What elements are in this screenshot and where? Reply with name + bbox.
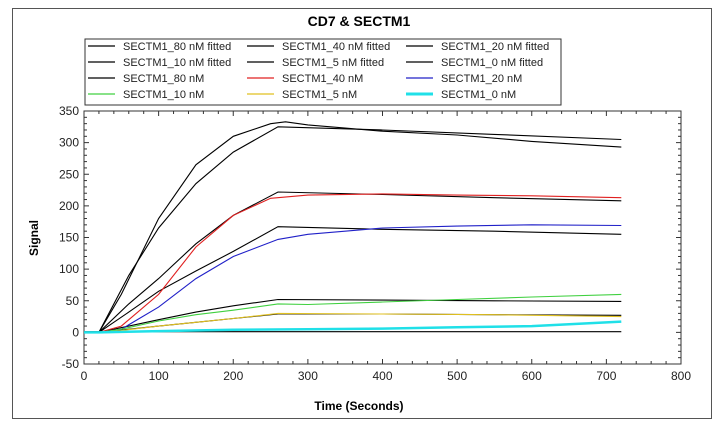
x-tick-label: 300 xyxy=(298,369,318,383)
series-line xyxy=(84,224,622,333)
legend-label: SECTM1_5 nM fitted xyxy=(282,57,384,69)
legend-label: SECTM1_10 nM xyxy=(123,89,204,101)
series-line xyxy=(84,126,622,333)
x-tick-label: 400 xyxy=(372,369,392,383)
y-tick-label: 350 xyxy=(59,104,79,118)
x-tick-label: 100 xyxy=(149,369,169,383)
y-tick-label: 300 xyxy=(59,136,79,150)
chart-title: CD7 & SECTM1 xyxy=(308,13,411,29)
legend-label: SECTM1_20 nM xyxy=(441,73,522,85)
y-tick-label: 250 xyxy=(59,167,79,181)
series-line xyxy=(84,226,622,333)
legend-label: SECTM1_10 nM fitted xyxy=(123,57,231,69)
plot-area-border xyxy=(83,110,682,365)
series-line xyxy=(84,320,622,334)
series-line xyxy=(84,191,622,333)
legend-label: SECTM1_5 nM xyxy=(282,89,357,101)
y-tick-label: 0 xyxy=(72,325,79,339)
x-tick-label: 700 xyxy=(596,369,616,383)
y-tick-label: 200 xyxy=(59,199,79,213)
legend-label: SECTM1_0 nM fitted xyxy=(441,57,543,69)
series-line xyxy=(84,193,622,333)
legend-label: SECTM1_0 nM xyxy=(441,89,516,101)
y-tick-label: 50 xyxy=(66,294,80,308)
series-line xyxy=(84,293,622,333)
x-tick-label: 600 xyxy=(522,369,542,383)
y-axis-label: Signal xyxy=(27,220,41,256)
legend-label: SECTM1_20 nM fitted xyxy=(441,41,549,53)
y-tick-label: -50 xyxy=(62,357,80,371)
chart-frame xyxy=(12,8,712,419)
y-tick-label: 150 xyxy=(59,231,79,245)
axes: 0 100 200 300 400 500 600 700 800-50050100150200… xyxy=(59,104,691,383)
x-tick-label: 0 xyxy=(81,369,88,383)
legend-box xyxy=(84,38,562,106)
legend-label: SECTM1_80 nM xyxy=(123,73,204,85)
x-tick-label: 800 xyxy=(671,369,691,383)
legend-label: SECTM1_80 nM fitted xyxy=(123,41,231,53)
x-axis-label: Time (Seconds) xyxy=(314,399,403,413)
x-tick-label: 500 xyxy=(447,369,467,383)
series-line xyxy=(84,121,622,333)
y-tick-label: 100 xyxy=(59,262,79,276)
legend: SECTM1_80 nM fitted SECTM1_40 nM fitted SE… xyxy=(84,38,562,106)
legend-label: SECTM1_40 nM xyxy=(282,73,363,85)
legend-label: SECTM1_40 nM fitted xyxy=(282,41,390,53)
series-line xyxy=(84,298,622,333)
x-tick-label: 200 xyxy=(223,369,243,383)
series-lines xyxy=(84,121,622,334)
